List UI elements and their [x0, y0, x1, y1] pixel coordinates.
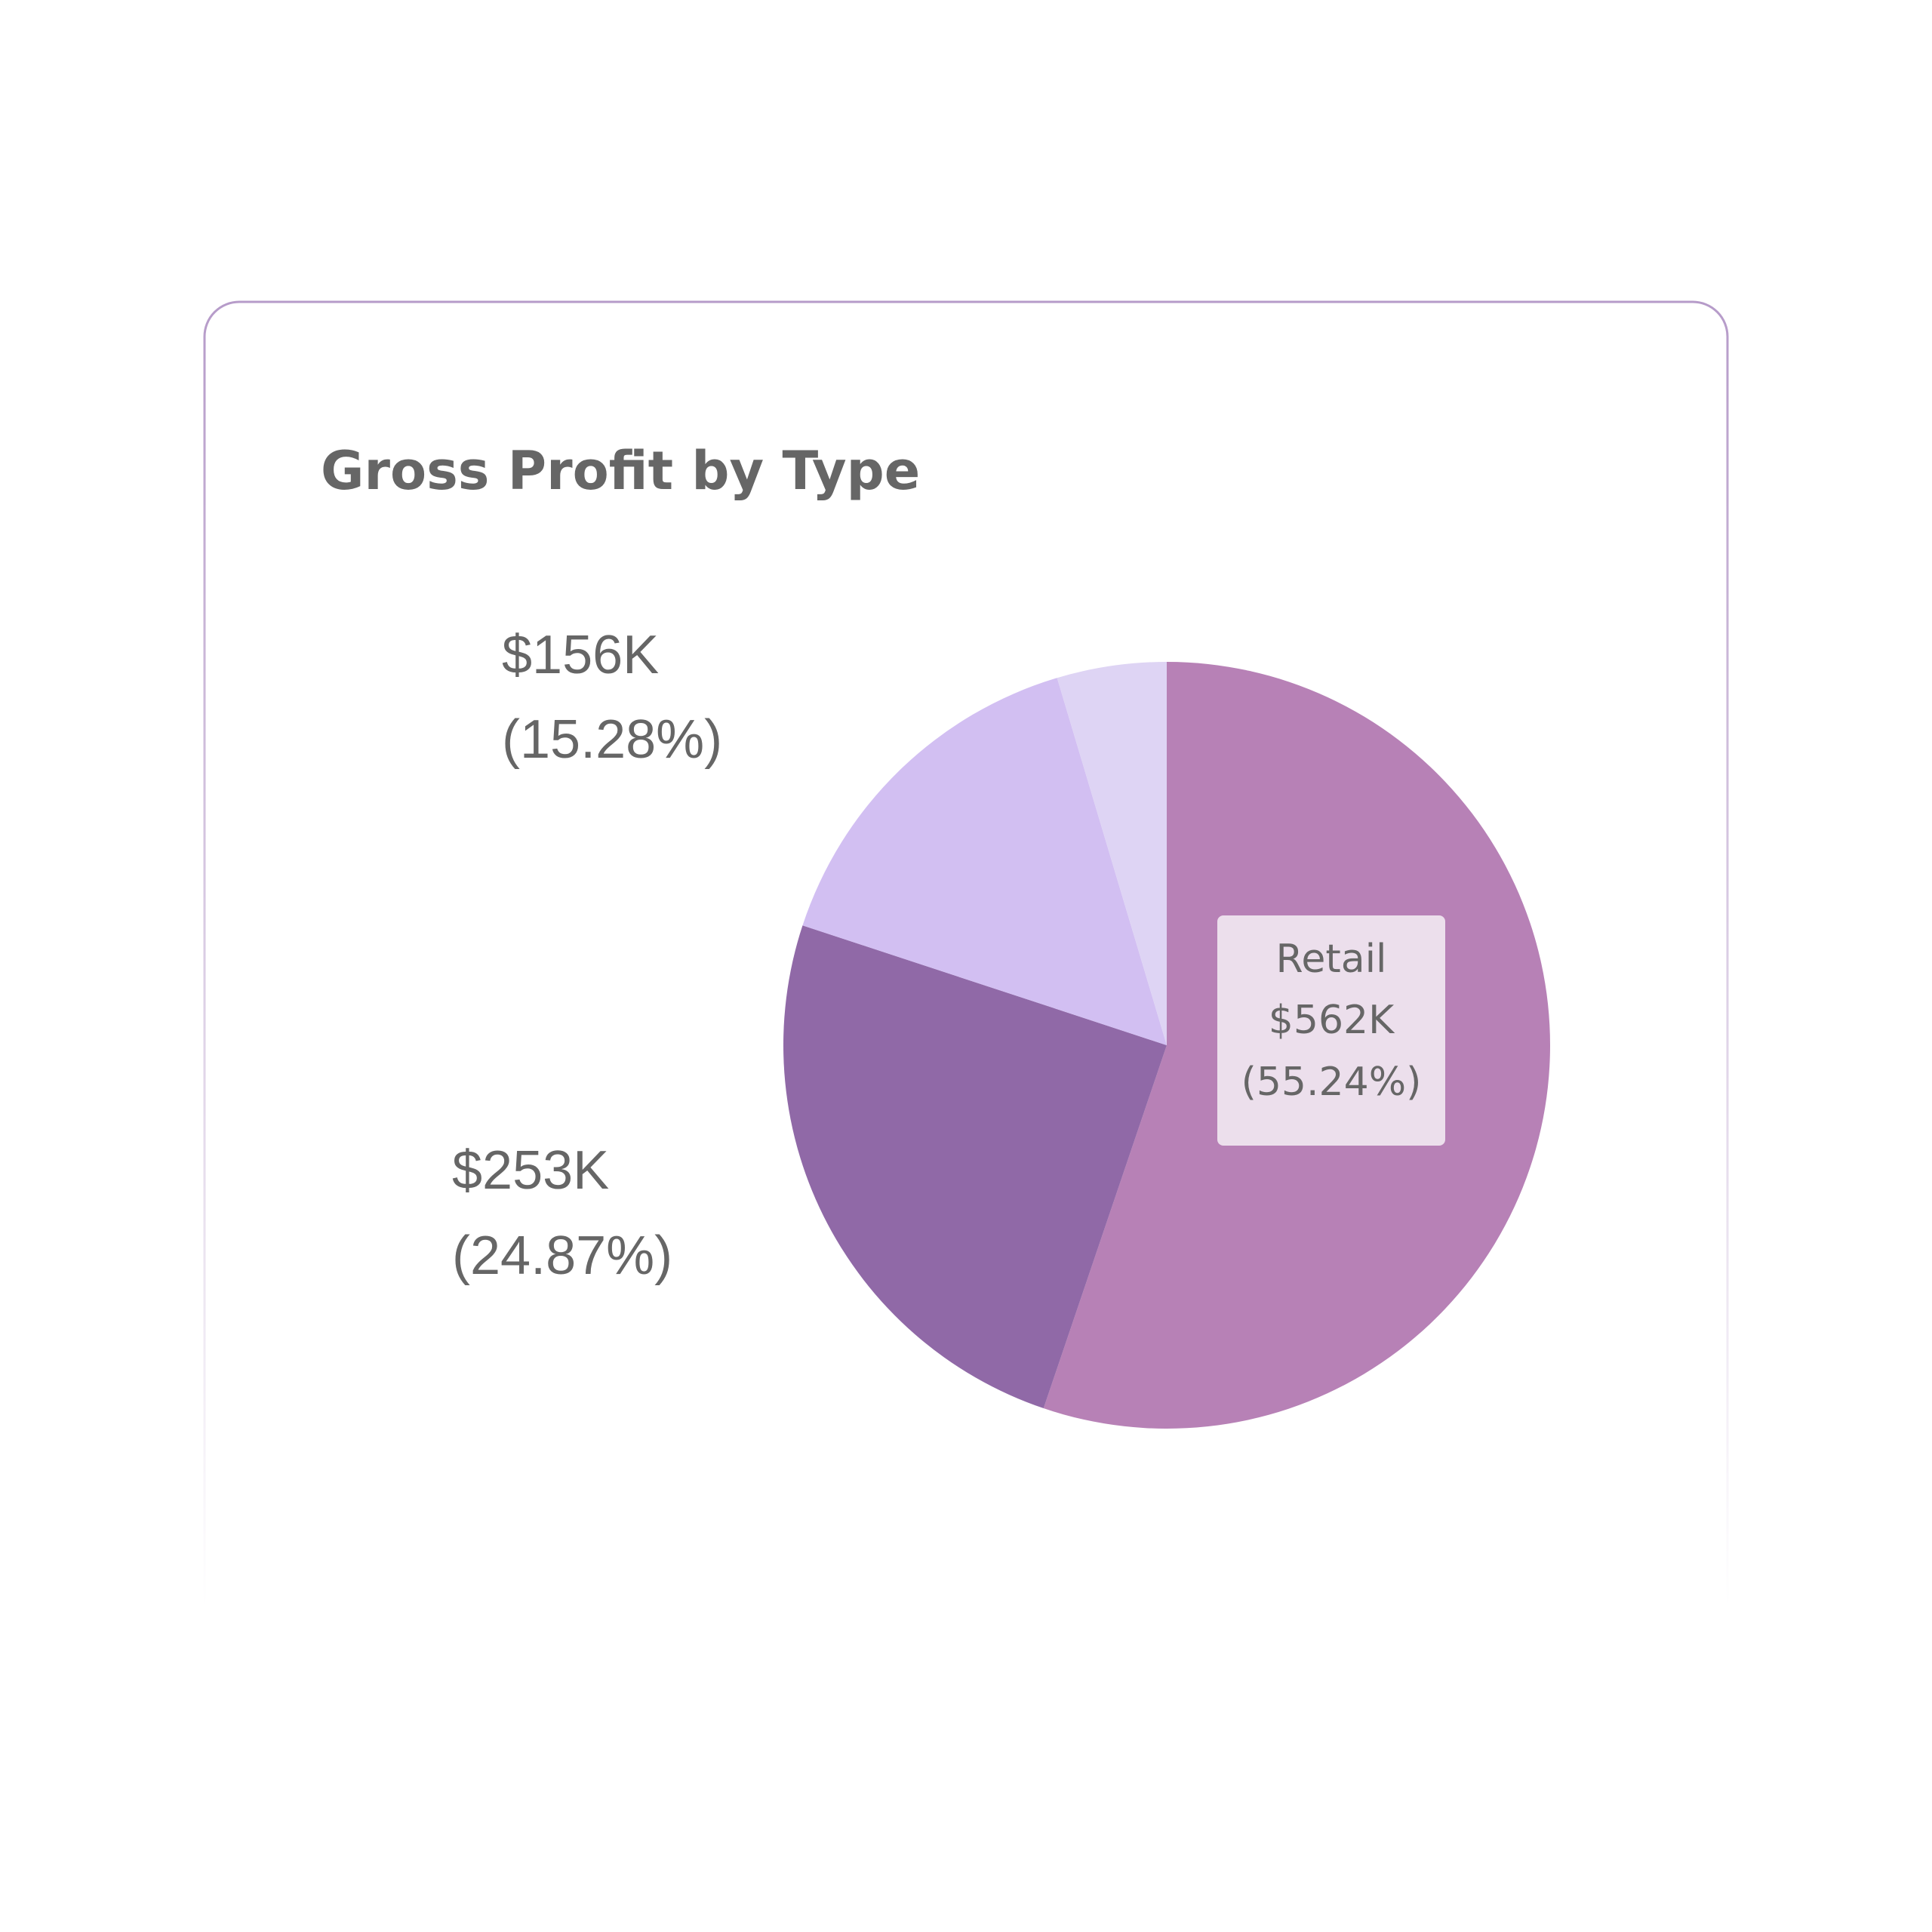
- pie-slice[interactable]: [1057, 662, 1167, 1045]
- slice-percent-label: (15.28%): [502, 709, 722, 770]
- tooltip-percent: (55.24%): [1241, 1060, 1422, 1105]
- slice-value-label: $156K: [502, 625, 659, 685]
- tooltip-box: [1217, 915, 1445, 1146]
- chart-title: Gross Profit by Type: [321, 440, 920, 502]
- tooltip-category: Retail: [1276, 937, 1387, 982]
- pie-slice[interactable]: [783, 925, 1167, 1409]
- slice-value-label: $253K: [452, 1140, 609, 1201]
- card: [203, 300, 1729, 1607]
- pie-slice[interactable]: [802, 678, 1167, 1045]
- slice-percent-label: (24.87%): [452, 1226, 672, 1286]
- tooltip: Retail $562K (55.24%): [1217, 915, 1445, 1146]
- tooltip-value: $562K: [1269, 998, 1395, 1043]
- labels: $253K (24.87%) $156K (15.28%) Retail $562K (55…: [452, 625, 1445, 1286]
